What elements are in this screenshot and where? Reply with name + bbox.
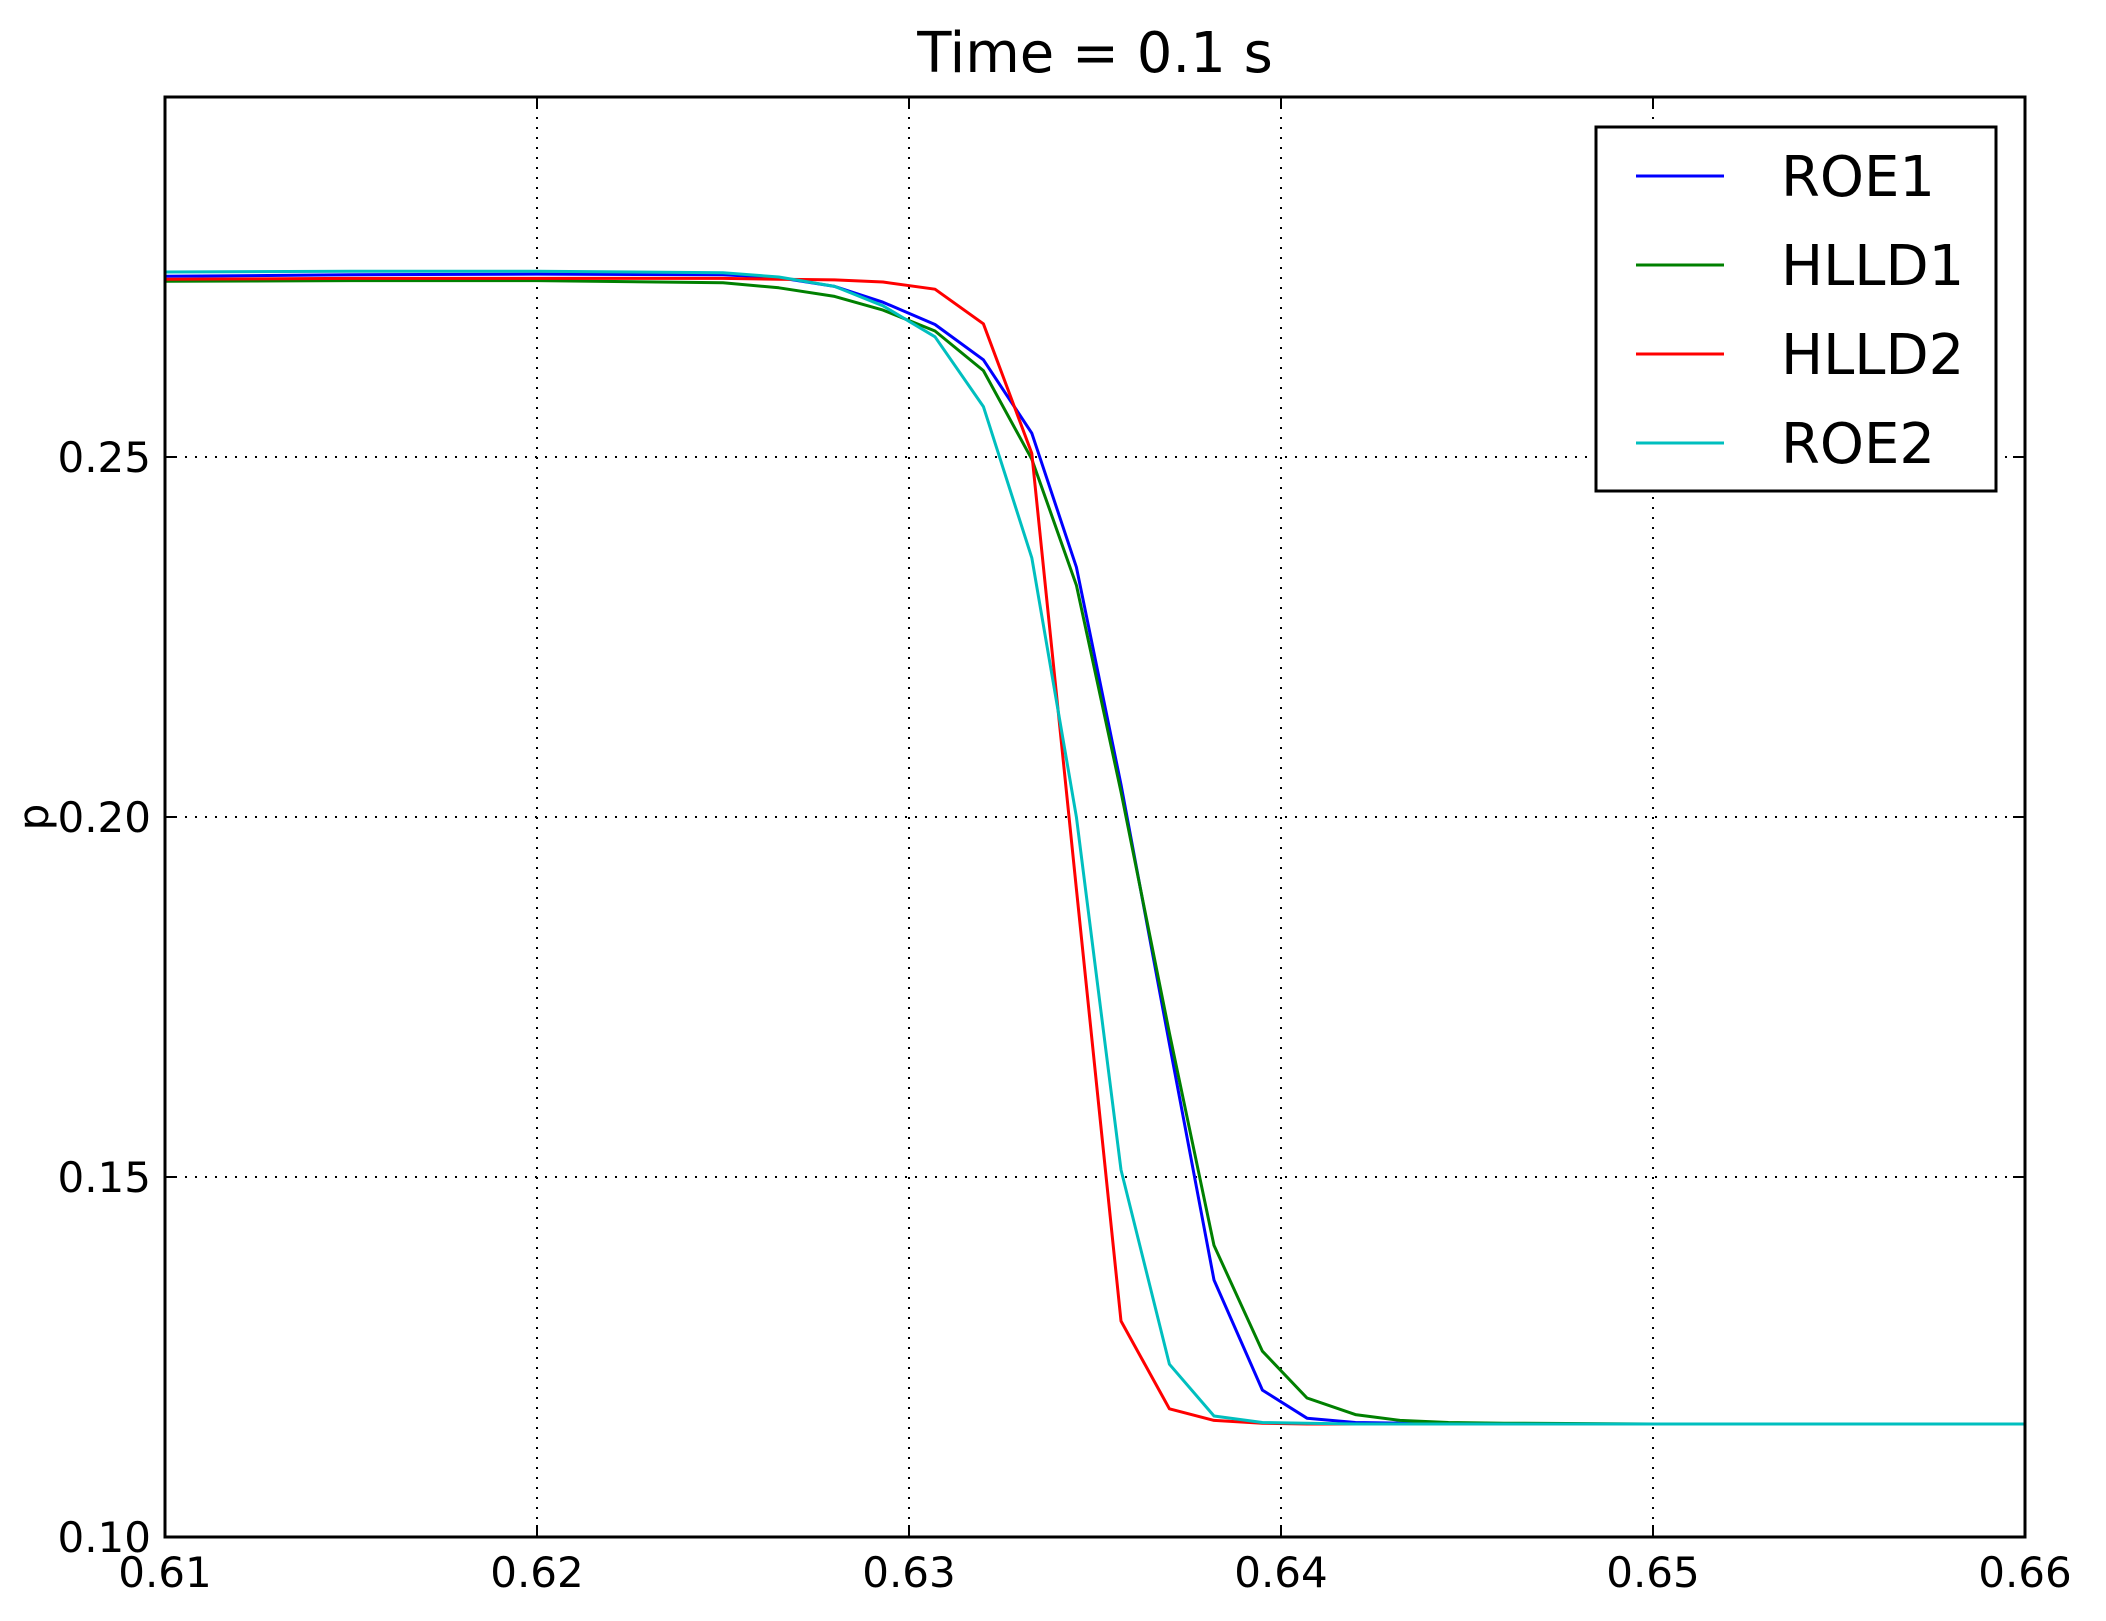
x-tick-label: 0.66 [1978, 1548, 2072, 1597]
legend-label-roe1: ROE1 [1781, 145, 1935, 210]
y-tick-label: 0.15 [57, 1153, 151, 1202]
series-line-hlld1 [164, 279, 2025, 1426]
legend-items: ROE1 HLLD1 HLLD2 ROE2 [1636, 145, 1964, 477]
y-axis-label: p [9, 804, 58, 831]
series-line-roe2 [164, 269, 2025, 1426]
chart-title: Time = 0.1 s [916, 21, 1273, 86]
y-tick-label: 0.20 [57, 793, 151, 842]
legend-box [1594, 125, 1998, 493]
legend-label-roe2: ROE2 [1781, 412, 1935, 477]
y-tick-label: 0.10 [57, 1513, 151, 1562]
legend-label-hlld2: HLLD2 [1781, 323, 1964, 388]
y-tick-label: 0.25 [57, 433, 151, 482]
x-tick-label: 0.65 [1606, 1548, 1700, 1597]
x-tick-label: 0.64 [1234, 1548, 1328, 1597]
x-tick-label: 0.62 [490, 1548, 584, 1597]
axis-ticks: 0.61 0.62 0.63 0.64 0.65 0.66 0.10 0.15 0.20 0.25 [57, 97, 2072, 1597]
legend: ROE1 HLLD1 HLLD2 ROE2 [1594, 125, 1998, 493]
x-tick-label: 0.61 [118, 1548, 212, 1597]
x-tick-label: 0.63 [862, 1548, 956, 1597]
series-lines [164, 269, 2025, 1426]
legend-label-hlld1: HLLD1 [1781, 234, 1964, 299]
